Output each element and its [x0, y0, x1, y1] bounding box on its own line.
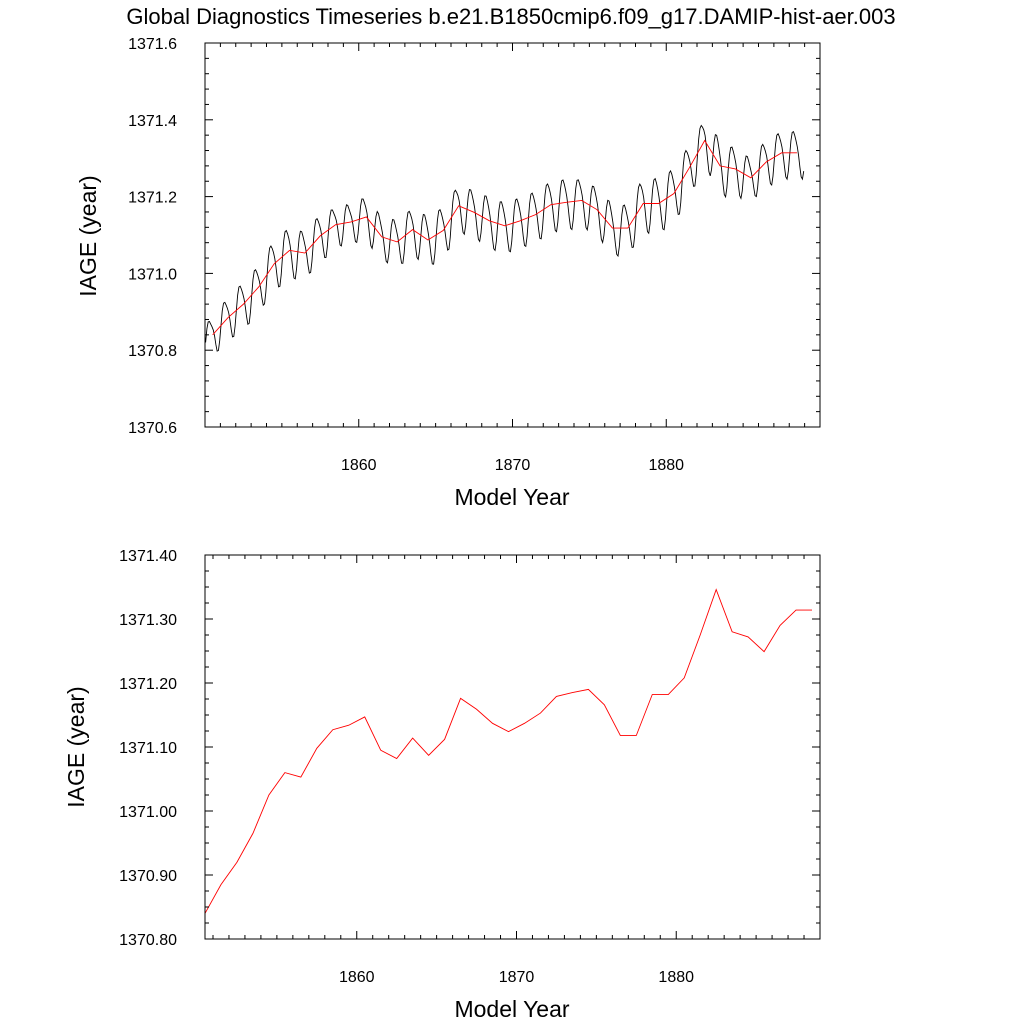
bottom-annual-mean-line — [205, 588, 813, 914]
top-y-tick-label: 1370.6 — [128, 420, 177, 437]
panel-top: 1860 1870 1880 1370.6 1370.8 1371.0 1371.2 1371… — [75, 36, 821, 510]
top-y-axis-label: IAGE (year) — [75, 175, 101, 296]
bottom-y-tick-label: 1370.80 — [119, 932, 177, 949]
top-ticks-group: 1860 1870 1880 1370.6 1370.8 1371.0 1371.2 1371… — [128, 36, 821, 474]
bottom-x-tick-label: 1880 — [658, 969, 694, 986]
bottom-y-tick-label: 1371.10 — [119, 740, 177, 757]
bottom-series-group — [205, 588, 813, 914]
top-y-tick-label: 1371.0 — [128, 266, 177, 283]
top-monthly-line — [205, 124, 805, 352]
top-x-tick-label: 1870 — [495, 457, 531, 474]
figure-title: Global Diagnostics Timeseries b.e21.B185… — [126, 4, 895, 29]
bottom-x-tick-label: 1860 — [339, 969, 375, 986]
top-x-axis-label: Model Year — [454, 484, 569, 510]
top-annual-mean-line — [212, 139, 797, 336]
top-y-tick-label: 1371.6 — [128, 36, 177, 53]
panel-bottom: 1860 1870 1880 1370.80 1370.90 1371.00 1371.10… — [63, 548, 821, 1022]
top-y-tick-label: 1370.8 — [128, 343, 177, 360]
bottom-plot-frame — [204, 554, 821, 940]
top-x-tick-label: 1860 — [341, 457, 377, 474]
top-series-group — [205, 124, 805, 352]
bottom-y-tick-label: 1371.40 — [119, 548, 177, 565]
bottom-y-tick-label: 1371.30 — [119, 612, 177, 629]
bottom-y-tick-label: 1371.00 — [119, 804, 177, 821]
bottom-x-tick-label: 1870 — [499, 969, 535, 986]
top-x-tick-label: 1880 — [648, 457, 684, 474]
bottom-x-axis-label: Model Year — [454, 996, 569, 1022]
bottom-y-tick-label: 1371.20 — [119, 676, 177, 693]
bottom-y-axis-label: IAGE (year) — [63, 686, 89, 807]
bottom-ticks-group: 1860 1870 1880 1370.80 1370.90 1371.00 1371.10… — [119, 548, 821, 986]
top-y-tick-label: 1371.2 — [128, 190, 177, 207]
bottom-y-tick-label: 1370.90 — [119, 868, 177, 885]
top-y-tick-label: 1371.4 — [128, 113, 177, 130]
